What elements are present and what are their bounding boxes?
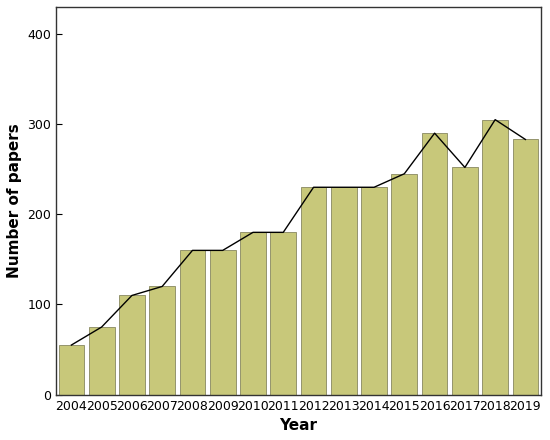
Bar — [240, 232, 266, 395]
Bar — [331, 187, 356, 395]
Bar — [452, 168, 478, 395]
X-axis label: Year: Year — [279, 418, 317, 433]
Bar — [89, 327, 114, 395]
Bar — [301, 187, 326, 395]
Bar — [180, 250, 205, 395]
Bar — [392, 174, 417, 395]
Bar — [58, 345, 84, 395]
Bar — [119, 296, 145, 395]
Bar — [149, 286, 175, 395]
Bar — [482, 120, 508, 395]
Bar — [422, 133, 448, 395]
Bar — [513, 139, 538, 395]
Y-axis label: Number of papers: Number of papers — [7, 123, 22, 278]
Bar — [271, 232, 296, 395]
Bar — [210, 250, 235, 395]
Bar — [361, 187, 387, 395]
